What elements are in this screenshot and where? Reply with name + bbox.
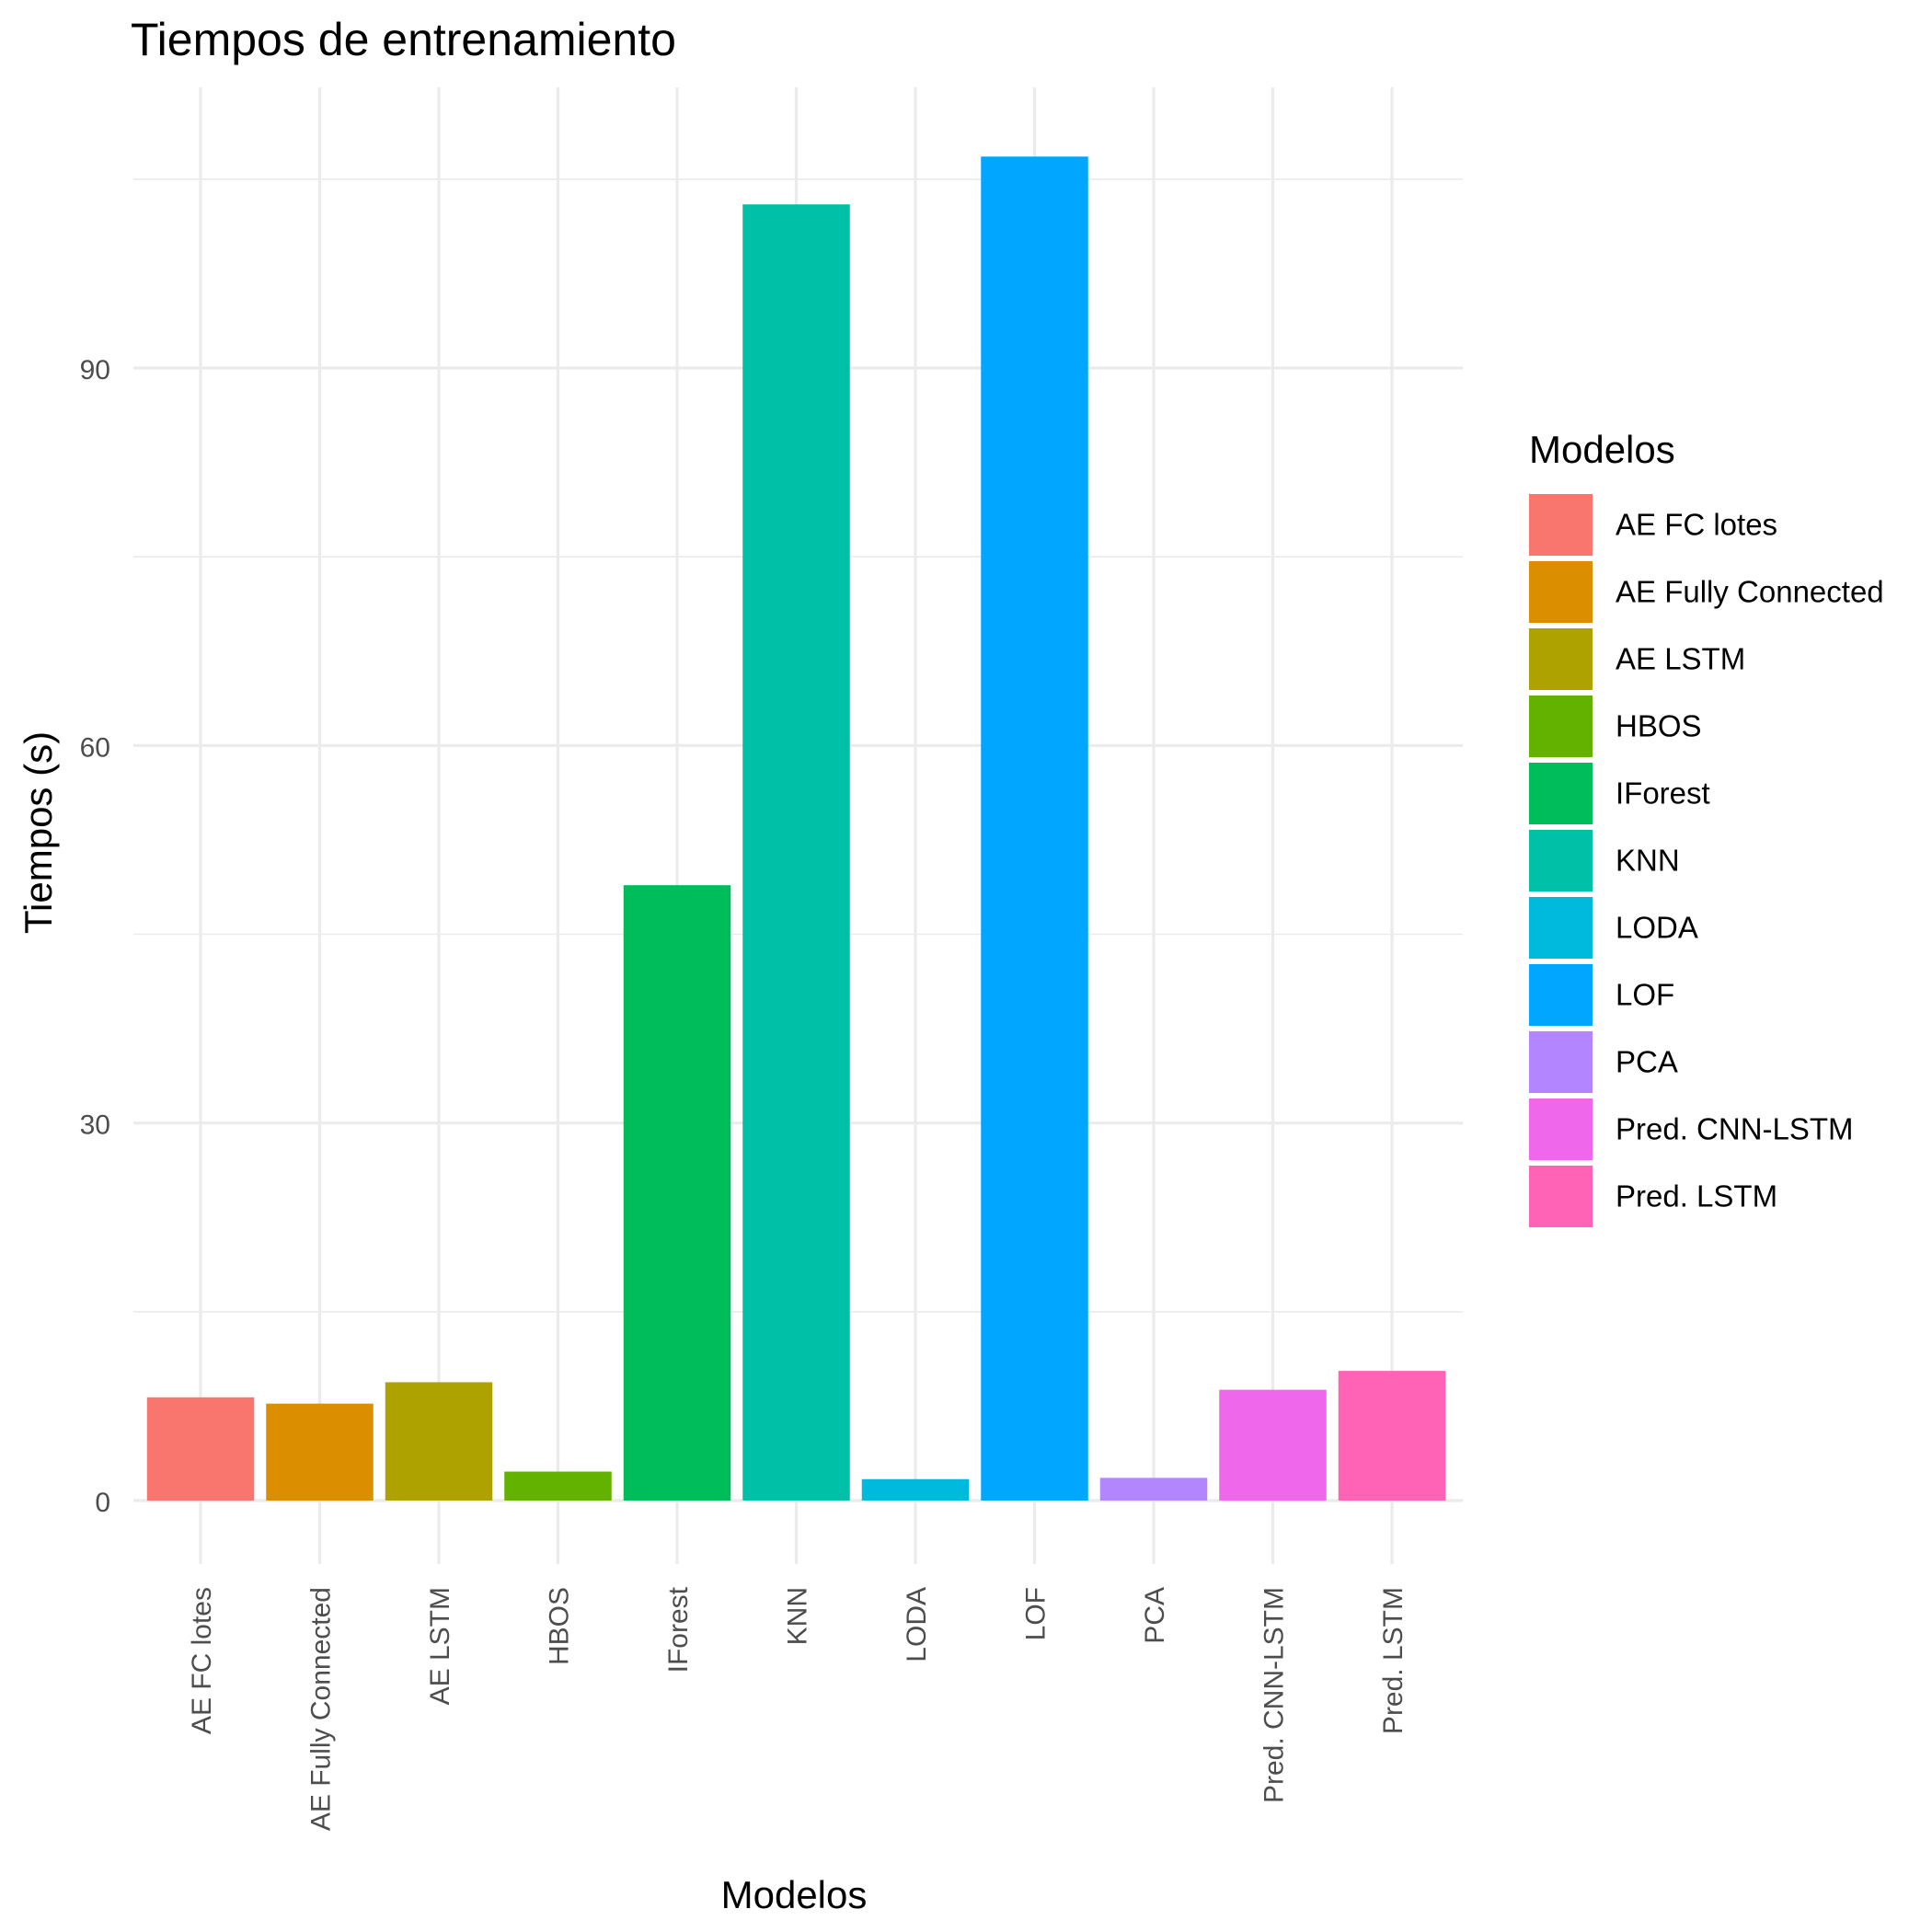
legend-label: Pred. LSTM (1616, 1179, 1777, 1213)
y-tick-label: 90 (80, 355, 110, 385)
legend-label: AE Fully Connected (1616, 575, 1884, 609)
bar-pca (1099, 1478, 1208, 1501)
bar-knn (742, 204, 850, 1501)
bar-pred-cnn-lstm (1219, 1389, 1327, 1501)
legend-label: LOF (1616, 978, 1674, 1012)
bar-hbos (504, 1471, 612, 1501)
y-axis-title: Tiempos (s) (17, 731, 60, 934)
legend-key (1529, 1166, 1593, 1227)
axis-layer: 0 30 60 90 AE FC lotes AE Fully Connected AE L… (80, 355, 1409, 1831)
x-tick-label: Pred. CNN-LSTM (1259, 1587, 1290, 1803)
legend-key (1529, 561, 1593, 623)
x-tick-label: KNN (783, 1587, 813, 1645)
legend-key (1529, 964, 1593, 1026)
bar-pred-lstm (1338, 1371, 1446, 1501)
legend-label: Pred. CNN-LSTM (1616, 1112, 1854, 1146)
legend-key (1529, 696, 1593, 757)
y-tick-label: 60 (80, 732, 110, 763)
x-tick-label: AE FC lotes (187, 1587, 217, 1734)
bars-layer (146, 156, 1446, 1501)
legend-title: Modelos (1529, 428, 1675, 471)
legend-key (1529, 763, 1593, 824)
legend-label: IForest (1616, 776, 1710, 811)
legend-label: HBOS (1616, 709, 1702, 743)
legend-label: LODA (1616, 911, 1698, 945)
bar-loda (861, 1478, 970, 1501)
y-tick-label: 30 (80, 1110, 110, 1141)
legend-label: PCA (1616, 1045, 1678, 1079)
legend-label: AE FC lotes (1616, 508, 1777, 542)
x-tick-label: HBOS (545, 1587, 575, 1665)
legend: AE FC lotes AE Fully Connected AE LSTM HBOS… (1529, 494, 1884, 1227)
bar-ae-fc-lotes (146, 1397, 255, 1501)
x-tick-label: LOF (1021, 1587, 1052, 1640)
x-axis-title: Modelos (721, 1873, 868, 1916)
x-tick-label: IForest (663, 1586, 694, 1673)
legend-label: KNN (1616, 844, 1680, 878)
x-tick-label: LODA (902, 1587, 932, 1662)
legend-key (1529, 628, 1593, 690)
legend-key (1529, 1098, 1593, 1160)
y-tick-label: 0 (95, 1488, 110, 1518)
x-tick-label: AE Fully Connected (306, 1587, 337, 1831)
legend-key (1529, 830, 1593, 891)
legend-key (1529, 897, 1593, 959)
bar-ae-fully-connected (266, 1403, 374, 1501)
legend-key (1529, 1031, 1593, 1093)
x-tick-label: AE LSTM (425, 1587, 455, 1705)
bar-ae-lstm (385, 1382, 493, 1501)
x-tick-label: Pred. LSTM (1378, 1587, 1409, 1734)
chart-title: Tiempos de entrenamiento (131, 14, 676, 65)
bar-lof (981, 156, 1088, 1501)
bar-iforest (623, 885, 731, 1501)
legend-label: AE LSTM (1616, 642, 1745, 676)
legend-key (1529, 494, 1593, 556)
x-tick-label: PCA (1140, 1587, 1170, 1644)
